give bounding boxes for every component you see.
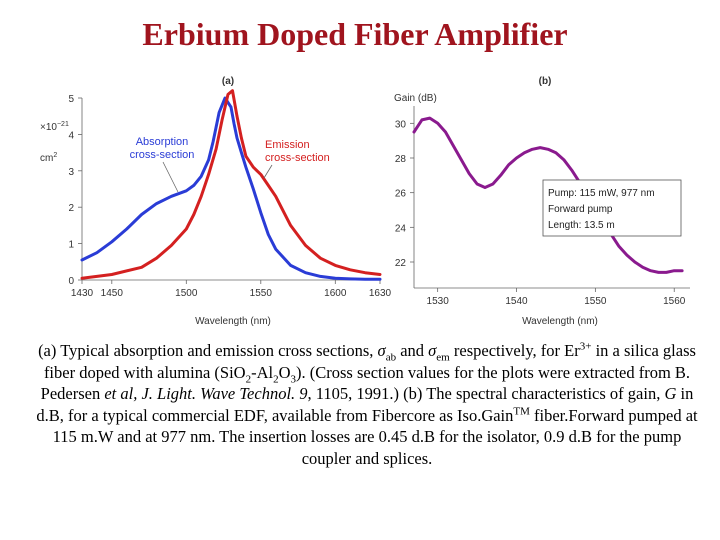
- caption-part: ). (Cross section values for the plots w…: [40, 362, 691, 404]
- y-tick-label: 30: [395, 119, 407, 130]
- caption-part: fiber.Forward pumped at 115 m.W and at 9…: [52, 405, 698, 468]
- chart-a-y-exponent: ×10−21: [40, 121, 69, 133]
- legend-box-frame: [542, 179, 682, 237]
- chart-b-ticks: 1530 1540 1550 1560 22 24 26 28 30: [395, 119, 686, 307]
- x-tick-label: 1550: [250, 288, 273, 299]
- chart-a-y-unit-power: 2: [53, 152, 57, 159]
- x-tick-label: 1560: [663, 296, 686, 307]
- chart-a-annotation-emission: Emission cross-section: [263, 139, 330, 179]
- caption-part: O: [233, 362, 246, 382]
- legend-line-length: Length: 13.5 m: [548, 220, 615, 231]
- chart-b-legend-box: Pump: 115 mW, 977 nm Forward pump Length…: [542, 179, 682, 237]
- x-tick-label: 1430: [71, 288, 94, 299]
- y-tick-label: 0: [68, 276, 74, 287]
- citation-italic: et al, J. Light. Wave Technol. 9: [104, 384, 308, 403]
- x-tick-label: 1600: [324, 288, 347, 299]
- series-line-emission-cross-section: [80, 89, 382, 280]
- chart-b-x-axis-label: Wavelength (nm): [522, 316, 598, 327]
- x-tick-label: 1530: [427, 296, 450, 307]
- chart-a-y-unit: cm2: [40, 152, 57, 164]
- emission-pointer: [263, 164, 273, 179]
- chart-a-y-exponent-power: −21: [57, 121, 69, 128]
- chart-b: (b) Gain (dB) Wavelength (nm) 1530 1540 15…: [394, 76, 690, 327]
- sub-3: 3: [290, 372, 297, 385]
- chart-a-panel-label: (a): [222, 76, 234, 87]
- y-tick-label: 22: [395, 258, 407, 269]
- y-tick-label: 2: [68, 203, 74, 214]
- y-tick-label: 24: [395, 223, 407, 234]
- absorption-label-line1: Absorption: [136, 136, 189, 148]
- sub-ab: ab: [385, 351, 397, 364]
- caption-part: respectively, for Er: [449, 341, 580, 360]
- caption-part: O: [278, 362, 291, 382]
- chart-a-series: [80, 89, 382, 281]
- y-tick-label: 1: [68, 240, 74, 251]
- sub-2: 2: [245, 372, 252, 385]
- x-tick-label: 1630: [369, 288, 392, 299]
- y-tick-label: 3: [68, 167, 74, 178]
- emission-label-line1: Emission: [265, 139, 310, 151]
- series-line-absorption-cross-section: [80, 96, 382, 281]
- caption-part: , 1105, 1991.) (b) The spectral characte…: [307, 384, 665, 403]
- caption-part: in a silica glass fiber doped with alumi…: [43, 341, 696, 382]
- trademark: TM: [513, 405, 530, 417]
- series-line-gain: [412, 116, 684, 274]
- absorption-label-line2: cross-section: [130, 149, 195, 161]
- sub-em: em: [436, 351, 450, 364]
- figure-panels: (a) ×10−21 cm2 Wavelength (nm) 1430 1450 1…: [40, 76, 690, 327]
- x-tick-label: 1450: [101, 288, 124, 299]
- emission-label-line2: cross-section: [265, 152, 330, 164]
- y-tick-label: 4: [68, 130, 74, 141]
- caption-part: in d.B, for a typical commercial EDF, av…: [36, 384, 694, 425]
- x-tick-label: 1500: [175, 288, 198, 299]
- y-tick-label: 26: [395, 189, 407, 200]
- chart-a-ticks: 1430 1450 1500 1550 1600 1630 0 1 2 3 4 5: [68, 94, 391, 299]
- chart-a-x-axis-label: Wavelength (nm): [195, 316, 271, 327]
- caption-part: -Al: [251, 362, 274, 382]
- chart-a-y-exponent-base: ×10: [40, 122, 57, 133]
- sigma-ab: σ: [377, 341, 386, 360]
- figure-caption: (a) Typical absorption and emission cros…: [34, 340, 700, 469]
- chart-b-panel-label: (b): [539, 76, 552, 87]
- chart-a: (a) ×10−21 cm2 Wavelength (nm) 1430 1450 1…: [40, 76, 392, 327]
- chart-a-y-unit-base: cm: [40, 153, 53, 164]
- caption-part: and: [396, 341, 429, 360]
- sup-3plus: 3+: [579, 340, 592, 353]
- legend-line-pump: Pump: 115 mW, 977 nm: [548, 188, 655, 199]
- x-tick-label: 1540: [505, 296, 528, 307]
- y-tick-label: 5: [68, 94, 74, 105]
- y-tick-label: 28: [395, 154, 407, 165]
- absorption-pointer: [162, 161, 179, 193]
- caption-part: (a) Typical absorption and emission cros…: [38, 341, 378, 360]
- x-tick-label: 1550: [584, 296, 607, 307]
- sub-2: 2: [273, 372, 279, 385]
- chart-b-y-axis-label: Gain (dB): [394, 93, 437, 104]
- chart-a-annotation-absorption: Absorption cross-section: [130, 136, 195, 193]
- chart-b-series: [412, 116, 684, 274]
- legend-line-forward: Forward pump: [548, 204, 613, 215]
- gain-symbol: G: [664, 384, 677, 403]
- slide-title: Erbium Doped Fiber Amplifier: [142, 16, 568, 52]
- sigma-em: σ: [428, 341, 437, 360]
